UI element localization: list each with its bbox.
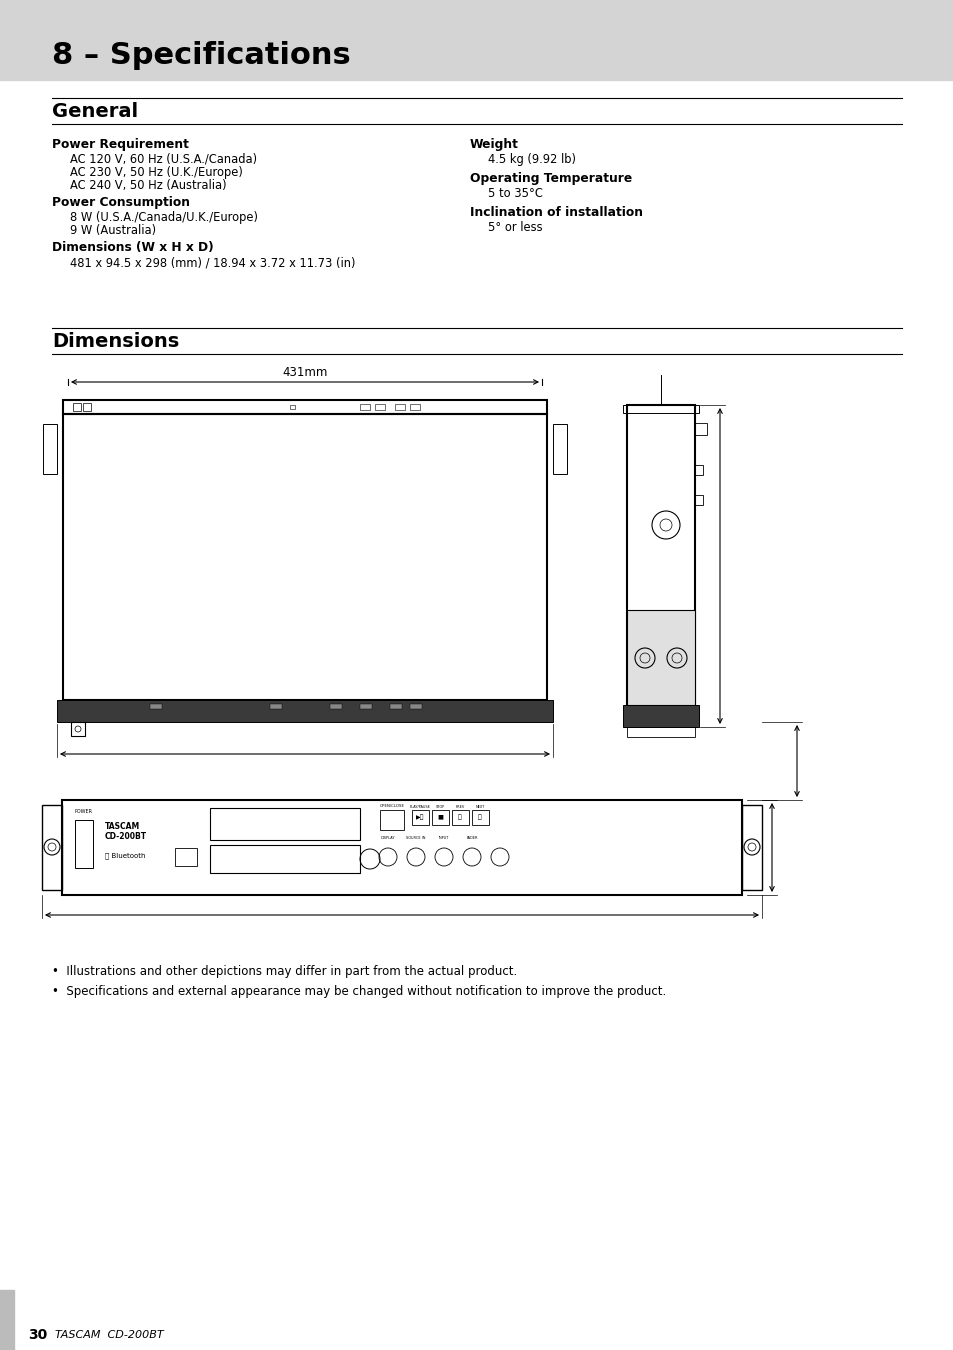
Text: Weight: Weight [470,138,518,151]
Bar [695,464,702,475]
Text: AC 230 V, 50 Hz (U.K./Europe): AC 230 V, 50 Hz (U.K./Europe) [70,166,243,180]
Text: NEXT: NEXT [475,805,484,809]
Text: OPEN/CLOSE: OPEN/CLOSE [379,805,404,809]
Bar [174,848,196,865]
Text: 30: 30 [28,1328,48,1342]
Text: SOURCE IN: SOURCE IN [406,836,425,840]
Bar [359,404,370,410]
Text: Inclination of installation: Inclination of installation [470,207,642,219]
Bar [410,703,421,709]
Bar [553,424,566,474]
Text: Ⓑ Bluetooth: Ⓑ Bluetooth [105,852,146,859]
Bar [379,810,403,830]
Text: Dimensions (W x H x D): Dimensions (W x H x D) [52,242,213,254]
Bar [452,810,469,825]
Bar [390,703,401,709]
Bar [375,404,385,410]
Bar [330,703,341,709]
Text: Operating Temperature: Operating Temperature [470,171,632,185]
Bar [741,805,761,890]
Bar [290,405,294,409]
Bar [57,701,553,722]
Text: TASCAM: TASCAM [105,822,140,832]
Text: INPUT: INPUT [438,836,449,840]
Bar [83,404,91,410]
Text: ▶⏸: ▶⏸ [416,814,424,819]
Bar [622,705,699,728]
Text: ⏮: ⏮ [457,814,461,819]
Bar [43,424,57,474]
Bar [626,405,695,705]
Text: Dimensions: Dimensions [52,332,179,351]
Bar [626,610,695,705]
Bar [622,405,699,413]
Text: PLAY/PAUSE: PLAY/PAUSE [409,805,430,809]
Text: TASCAM  CD-200BT: TASCAM CD-200BT [55,1330,164,1341]
Bar [75,819,92,868]
Bar [0,0,953,80]
Text: Power Requirement: Power Requirement [52,138,189,151]
Bar [432,810,449,825]
Bar [412,810,429,825]
Bar [62,801,741,895]
Text: 8 – Specifications: 8 – Specifications [52,40,351,69]
Bar [63,414,546,701]
Bar [73,404,81,410]
Text: General: General [52,103,138,122]
Text: AC 240 V, 50 Hz (Australia): AC 240 V, 50 Hz (Australia) [70,180,227,192]
Text: DISPLAY: DISPLAY [380,836,395,840]
Bar [395,404,405,410]
Text: 9 W (Australia): 9 W (Australia) [70,224,156,238]
Text: 5° or less: 5° or less [488,221,542,234]
Text: FADER: FADER [466,836,477,840]
Bar [42,805,62,890]
Bar [63,400,546,414]
Bar [71,722,85,736]
Bar [695,423,706,435]
Text: PREV: PREV [455,805,464,809]
Bar [626,728,695,737]
Text: 481 x 94.5 x 298 (mm) / 18.94 x 3.72 x 11.73 (in): 481 x 94.5 x 298 (mm) / 18.94 x 3.72 x 1… [70,256,355,269]
Text: •  Specifications and external appearance may be changed without notification to: • Specifications and external appearance… [52,986,665,998]
Bar [0,1291,14,1350]
Bar [210,809,359,840]
Text: POWER: POWER [75,809,92,814]
Text: Power Consumption: Power Consumption [52,196,190,209]
Bar [695,495,702,505]
Text: CD-200BT: CD-200BT [105,832,147,841]
Text: •  Illustrations and other depictions may differ in part from the actual product: • Illustrations and other depictions may… [52,965,517,977]
Text: STOP: STOP [435,805,444,809]
Text: ⏭: ⏭ [477,814,481,819]
Text: 4.5 kg (9.92 lb): 4.5 kg (9.92 lb) [488,153,576,166]
Text: 8 W (U.S.A./Canada/U.K./Europe): 8 W (U.S.A./Canada/U.K./Europe) [70,211,257,224]
Bar [359,703,372,709]
Text: 431mm: 431mm [282,366,327,379]
Text: ■: ■ [436,814,442,819]
Bar [270,703,282,709]
Bar [150,703,162,709]
Text: AC 120 V, 60 Hz (U.S.A./Canada): AC 120 V, 60 Hz (U.S.A./Canada) [70,153,257,166]
Bar [210,845,359,873]
Text: 5 to 35°C: 5 to 35°C [488,188,542,200]
Bar [472,810,489,825]
Bar [410,404,419,410]
